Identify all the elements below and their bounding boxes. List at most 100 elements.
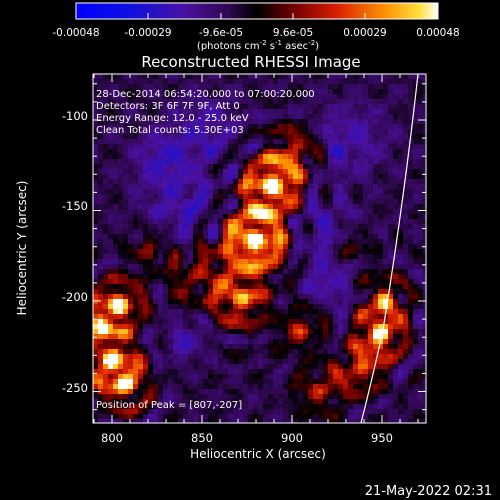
image-pixel (378, 324, 383, 329)
image-pixel (333, 419, 338, 423)
image-pixel (368, 139, 373, 144)
image-pixel (253, 414, 258, 419)
image-pixel (333, 399, 338, 404)
image-pixel (233, 249, 238, 254)
image-pixel (103, 149, 108, 154)
image-pixel (258, 339, 263, 344)
image-pixel (153, 414, 158, 419)
image-pixel (388, 179, 393, 184)
image-pixel (133, 379, 138, 384)
image-pixel (423, 399, 426, 404)
image-pixel (423, 179, 426, 184)
image-pixel (268, 129, 273, 134)
image-pixel (153, 214, 158, 219)
image-pixel (413, 229, 418, 234)
image-pixel (248, 354, 253, 359)
image-pixel (123, 364, 128, 369)
image-pixel (353, 289, 358, 294)
image-pixel (148, 114, 153, 119)
image-pixel (93, 344, 98, 349)
image-pixel (323, 344, 328, 349)
image-pixel (298, 384, 303, 389)
image-pixel (103, 334, 108, 339)
image-pixel (323, 384, 328, 389)
image-pixel (193, 294, 198, 299)
image-pixel (343, 224, 348, 229)
image-pixel (93, 284, 98, 289)
image-pixel (308, 149, 313, 154)
image-pixel (163, 259, 168, 264)
image-pixel (113, 379, 118, 384)
image-pixel (373, 394, 378, 399)
image-pixel (398, 299, 403, 304)
image-pixel (118, 114, 123, 119)
image-pixel (298, 114, 303, 119)
image-pixel (158, 89, 163, 94)
image-pixel (183, 124, 188, 129)
image-pixel (313, 189, 318, 194)
image-pixel (178, 114, 183, 119)
image-pixel (423, 254, 426, 259)
image-pixel (313, 89, 318, 94)
image-pixel (358, 89, 363, 94)
image-pixel (193, 389, 198, 394)
image-pixel (268, 349, 273, 354)
image-pixel (388, 74, 393, 79)
image-pixel (348, 74, 353, 79)
image-pixel (298, 99, 303, 104)
image-pixel (133, 184, 138, 189)
image-pixel (228, 269, 233, 274)
colorbar-tick-label: 9.6e-05 (273, 27, 313, 39)
image-pixel (368, 279, 373, 284)
image-pixel (248, 139, 253, 144)
image-pixel (178, 224, 183, 229)
image-pixel (253, 119, 258, 124)
image-pixel (363, 124, 368, 129)
image-pixel (128, 119, 133, 124)
image-pixel (273, 274, 278, 279)
image-pixel (268, 184, 273, 189)
image-pixel (158, 254, 163, 259)
image-pixel (403, 224, 408, 229)
image-pixel (368, 399, 373, 404)
image-pixel (213, 109, 218, 114)
image-pixel (343, 144, 348, 149)
image-pixel (328, 204, 333, 209)
image-pixel (303, 99, 308, 104)
image-pixel (213, 179, 218, 184)
image-pixel (268, 309, 273, 314)
image-pixel (323, 79, 328, 84)
image-pixel (168, 94, 173, 99)
image-pixel (183, 164, 188, 169)
image-pixel (308, 224, 313, 229)
image-pixel (183, 254, 188, 259)
image-pixel (398, 204, 403, 209)
image-pixel (258, 154, 263, 159)
image-pixel (308, 79, 313, 84)
image-pixel (153, 374, 158, 379)
image-pixel (348, 419, 353, 423)
image-pixel (133, 214, 138, 219)
image-pixel (403, 179, 408, 184)
image-pixel (128, 244, 133, 249)
image-pixel (213, 279, 218, 284)
image-pixel (348, 139, 353, 144)
image-pixel (288, 344, 293, 349)
image-pixel (413, 179, 418, 184)
image-pixel (173, 359, 178, 364)
image-pixel (243, 204, 248, 209)
image-pixel (173, 164, 178, 169)
image-pixel (178, 74, 183, 79)
image-pixel (188, 399, 193, 404)
image-pixel (228, 204, 233, 209)
image-pixel (298, 344, 303, 349)
image-pixel (313, 279, 318, 284)
image-pixel (98, 154, 103, 159)
image-pixel (188, 374, 193, 379)
image-pixel (193, 94, 198, 99)
image-pixel (303, 339, 308, 344)
image-pixel (123, 264, 128, 269)
image-pixel (233, 244, 238, 249)
image-pixel (113, 119, 118, 124)
image-pixel (313, 209, 318, 214)
